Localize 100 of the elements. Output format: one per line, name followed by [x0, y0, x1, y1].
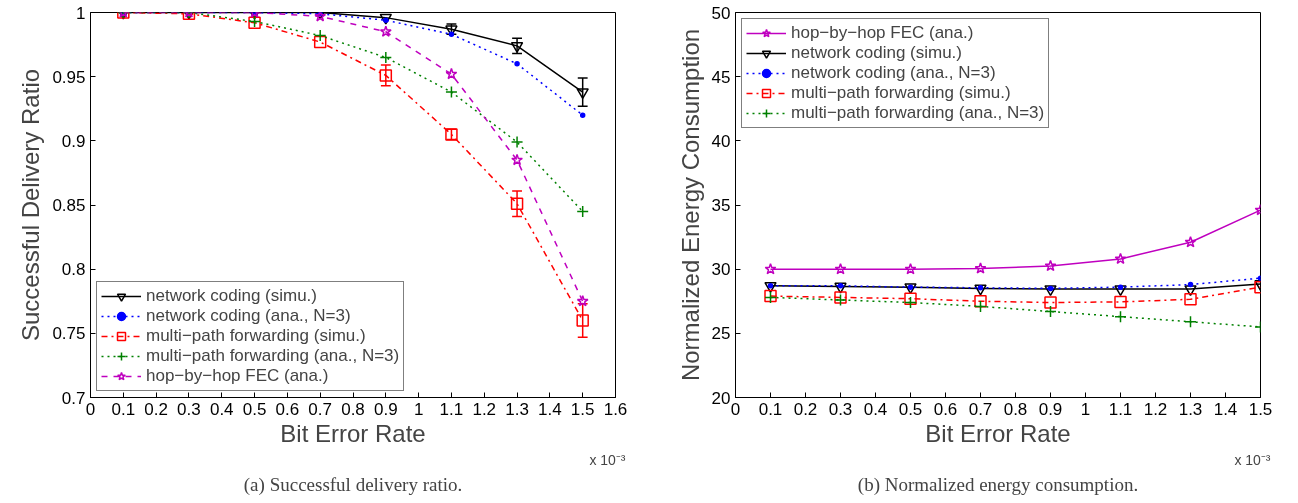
point	[445, 85, 458, 99]
legend-label: multi−path forwarding (ana., N=3)	[146, 346, 400, 366]
legend-label: multi−path forwarding (simu.)	[791, 83, 1011, 103]
x-tick-label: 0.3	[177, 399, 201, 419]
point	[379, 25, 392, 37]
point	[1184, 315, 1197, 329]
x-tick-label: 1.1	[1108, 399, 1133, 419]
x-tick-label: 0.7	[308, 399, 333, 419]
y-tick-label: 40	[711, 131, 731, 151]
point	[974, 262, 987, 274]
point	[1044, 259, 1057, 272]
y-tick-label: 35	[711, 196, 731, 215]
point	[379, 13, 393, 25]
x-tick-label: 0.6	[933, 399, 958, 419]
text: (b) Normalized energy consumption.	[857, 473, 1139, 496]
legend-label: multi−path forwarding (simu.)	[146, 326, 366, 346]
legend-label: hop−by−hop FEC (ana.)	[146, 366, 329, 386]
x-axis-title: Bit Error Rate	[925, 419, 1071, 447]
x-tick-label: 0.9	[1038, 399, 1063, 419]
x-tick-label: 1.6	[603, 399, 628, 419]
x-tick-label: 0.9	[374, 399, 398, 419]
x-tick-label: 1	[413, 399, 424, 419]
x-tick-label: 1.5	[570, 399, 595, 419]
point	[834, 262, 847, 275]
point	[313, 35, 327, 49]
point	[514, 61, 520, 67]
point	[1114, 285, 1127, 297]
point	[1044, 285, 1057, 297]
x-tick-label: 0.2	[793, 399, 818, 419]
point	[974, 295, 987, 308]
y-tick-label: 0.75	[52, 324, 86, 344]
x-tick-label: 0.5	[242, 399, 267, 419]
text: x 10⁻³	[589, 451, 626, 468]
point	[445, 67, 458, 80]
legend-label: hop−by−hop FEC (ana.)	[791, 23, 974, 43]
x-tick-label: 0.1	[758, 399, 783, 419]
point	[1114, 252, 1127, 265]
point	[379, 69, 393, 82]
y-axis-title: Successful Delivery Ratio	[17, 68, 45, 342]
x-tick-label: 0.4	[209, 399, 234, 419]
x-tick-label: 1.3	[1178, 399, 1203, 419]
legend-label: network coding (simu.)	[146, 286, 318, 306]
y-tick-label: 50	[711, 3, 731, 23]
y-tick-label: 1	[76, 3, 86, 23]
point	[764, 262, 777, 275]
x-axis-title: Bit Error Rate	[280, 419, 426, 447]
point	[974, 284, 987, 296]
y-tick-label: 20	[711, 388, 731, 408]
point	[1044, 305, 1057, 318]
text: (a) Successful delivery ratio.	[243, 473, 463, 496]
x-tick-label: 0.4	[863, 399, 888, 419]
x-tick-label: 0	[85, 399, 96, 419]
text: x 10⁻³	[1234, 451, 1271, 468]
x-tick-label: 0.1	[111, 399, 136, 419]
point	[510, 135, 524, 149]
x-tick-label: 1.3	[505, 399, 529, 419]
point	[576, 88, 589, 100]
point	[379, 51, 393, 64]
x-tick-label: 1.2	[472, 399, 497, 419]
x-tick-label: 0.5	[898, 399, 923, 419]
point	[834, 282, 847, 294]
y-tick-label: 25	[711, 324, 731, 344]
y-tick-label: 0.9	[61, 131, 86, 151]
point	[576, 295, 589, 307]
point	[904, 292, 917, 305]
x-tick-label: 1.4	[1213, 399, 1238, 419]
y-tick-label: 45	[711, 67, 731, 87]
x-tick-label: 1.5	[1248, 399, 1273, 419]
point	[904, 296, 917, 309]
point	[1187, 281, 1194, 288]
point	[764, 281, 777, 293]
y-tick-label: 30	[711, 260, 731, 280]
y-axis-title: Normalized Energy Consumption	[676, 28, 704, 382]
x-tick-label: 1	[1080, 399, 1091, 419]
x-tick-label: 0.3	[828, 399, 853, 419]
x-tick-label: 0.7	[968, 399, 993, 419]
point	[1114, 295, 1127, 309]
point	[1114, 310, 1127, 323]
point	[510, 41, 524, 53]
legend-label: multi−path forwarding (ana., N=3)	[791, 103, 1045, 123]
y-tick-label: 0.8	[61, 260, 86, 280]
point	[579, 112, 586, 118]
legend-label: network coding (ana., N=3)	[146, 306, 351, 326]
x-tick-label: 1.2	[1143, 399, 1168, 419]
x-tick-label: 0.2	[144, 399, 168, 419]
point	[1184, 235, 1197, 248]
point	[1044, 296, 1057, 309]
x-tick-label: 0.8	[341, 399, 365, 419]
point	[313, 29, 327, 42]
point	[904, 262, 917, 275]
point	[974, 300, 987, 313]
y-tick-label: 0.85	[52, 196, 86, 215]
x-tick-label: 1.1	[439, 399, 464, 419]
point	[576, 205, 589, 218]
y-tick-label: 0.95	[52, 67, 86, 87]
point	[576, 314, 589, 327]
x-tick-label: 0	[730, 399, 741, 419]
point	[511, 153, 524, 166]
point	[1184, 285, 1197, 297]
legend-label: network coding (simu.)	[791, 43, 963, 63]
